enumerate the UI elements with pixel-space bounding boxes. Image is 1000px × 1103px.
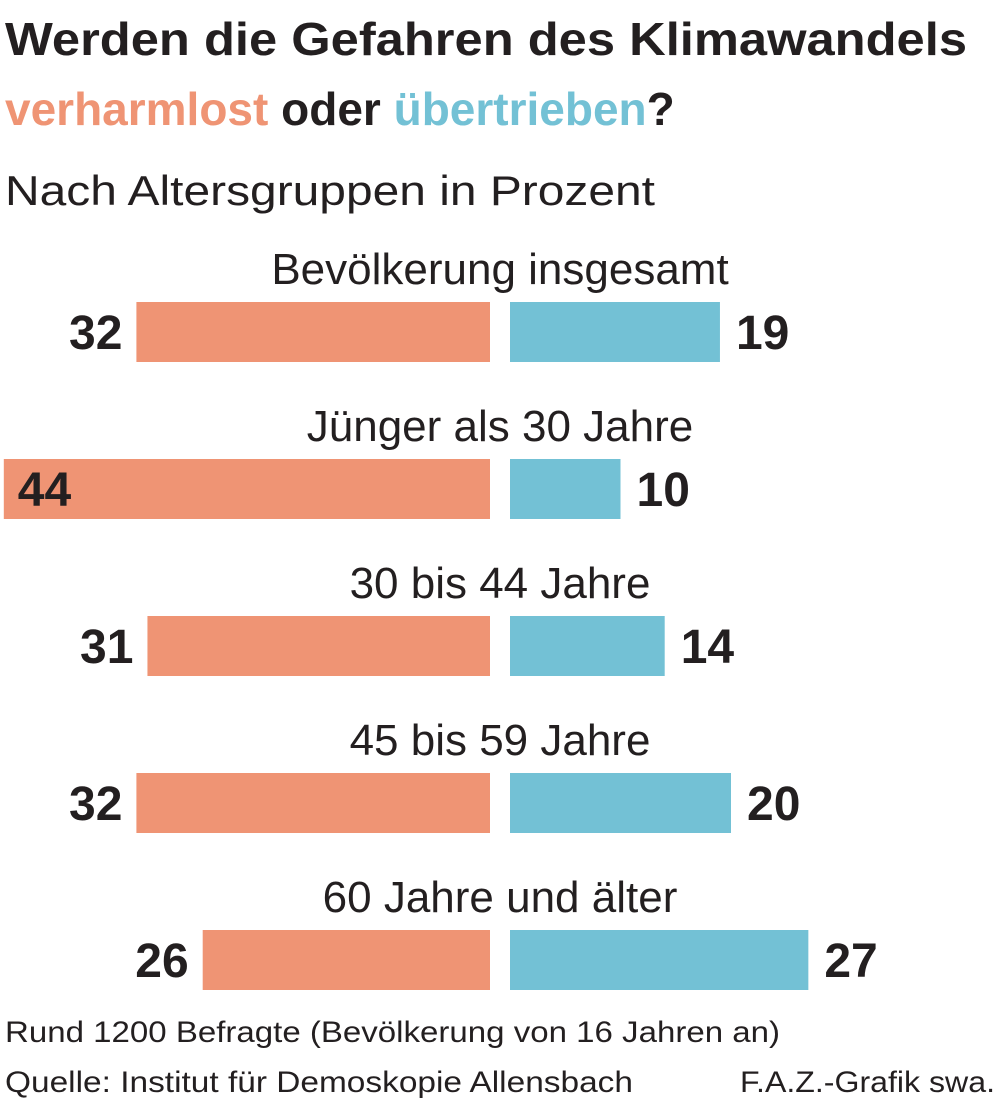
value-label: 44 <box>18 464 72 517</box>
value-label: 14 <box>681 621 735 674</box>
title-end: ? <box>647 83 675 135</box>
value-label: 27 <box>824 935 877 988</box>
bar <box>3 459 491 519</box>
legend-entry: übertrieben <box>394 83 647 135</box>
value-label: 10 <box>637 464 690 517</box>
value-label: 31 <box>80 621 133 674</box>
bar <box>510 459 621 519</box>
category-label: Bevölkerung insgesamt <box>271 245 728 294</box>
legend-entry: verharmlost <box>5 83 268 135</box>
category-label: 30 bis 44 Jahre <box>350 559 651 608</box>
bar <box>510 616 665 676</box>
bar <box>136 302 490 362</box>
note: Quelle: Institut für Demoskopie Allensba… <box>5 1066 633 1099</box>
value-label: 19 <box>736 307 789 360</box>
credit: F.A.Z.-Grafik swa. <box>740 1066 995 1099</box>
category-label: Jünger als 30 Jahre <box>307 402 693 451</box>
subtitle: Nach Altersgruppen in Prozent <box>5 167 655 214</box>
value-label: 26 <box>135 935 188 988</box>
bar <box>510 930 809 990</box>
value-label: 32 <box>69 778 122 831</box>
bar <box>136 773 490 833</box>
value-label: 32 <box>69 307 122 360</box>
bar <box>510 773 731 833</box>
bar <box>202 930 490 990</box>
bar <box>147 616 490 676</box>
title-connector: oder <box>281 83 381 135</box>
value-label: 20 <box>747 778 800 831</box>
bar <box>510 302 720 362</box>
chart-title: Werden die Gefahren des Klimawandels <box>5 13 967 65</box>
category-label: 60 Jahre und älter <box>323 873 678 922</box>
title-line-2: verharmlost oder übertrieben? <box>5 83 675 135</box>
note: Rund 1200 Befragte (Bevölkerung von 16 J… <box>5 1016 780 1049</box>
category-label: 45 bis 59 Jahre <box>350 716 651 765</box>
